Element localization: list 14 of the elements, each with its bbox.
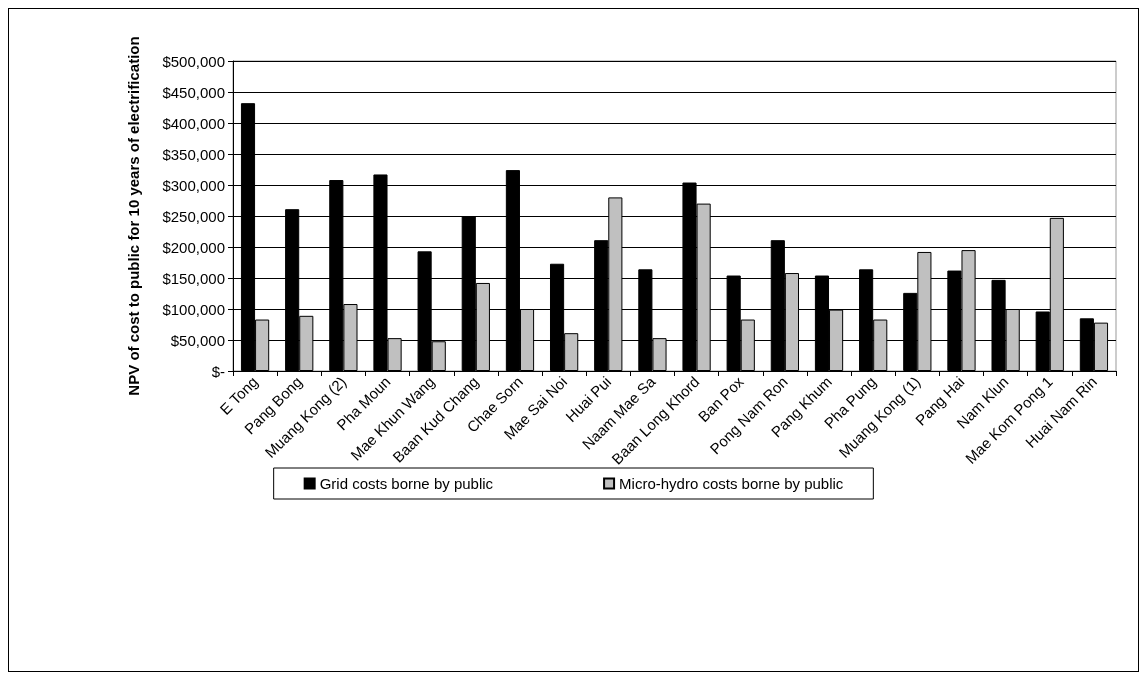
- y-tick-label: $500,000: [162, 52, 225, 70]
- y-tick-label: $300,000: [162, 176, 225, 194]
- y-tick-label: $100,000: [162, 300, 225, 318]
- y-tick-label: $150,000: [162, 269, 225, 287]
- y-tick-label: $50,000: [170, 331, 225, 349]
- y-tick-label: $250,000: [162, 207, 225, 225]
- legend-label: Micro-hydro costs borne by public: [619, 475, 844, 492]
- legend-label: Grid costs borne by public: [319, 475, 494, 492]
- y-axis-title: NPV of cost to public for 10 years of electrification: [125, 36, 142, 396]
- y-tick-label: $-: [211, 362, 225, 380]
- y-tick-label: $450,000: [162, 83, 225, 101]
- y-tick-label: $200,000: [162, 238, 225, 256]
- y-tick-label: $400,000: [162, 114, 225, 132]
- y-tick-label: $350,000: [162, 145, 225, 163]
